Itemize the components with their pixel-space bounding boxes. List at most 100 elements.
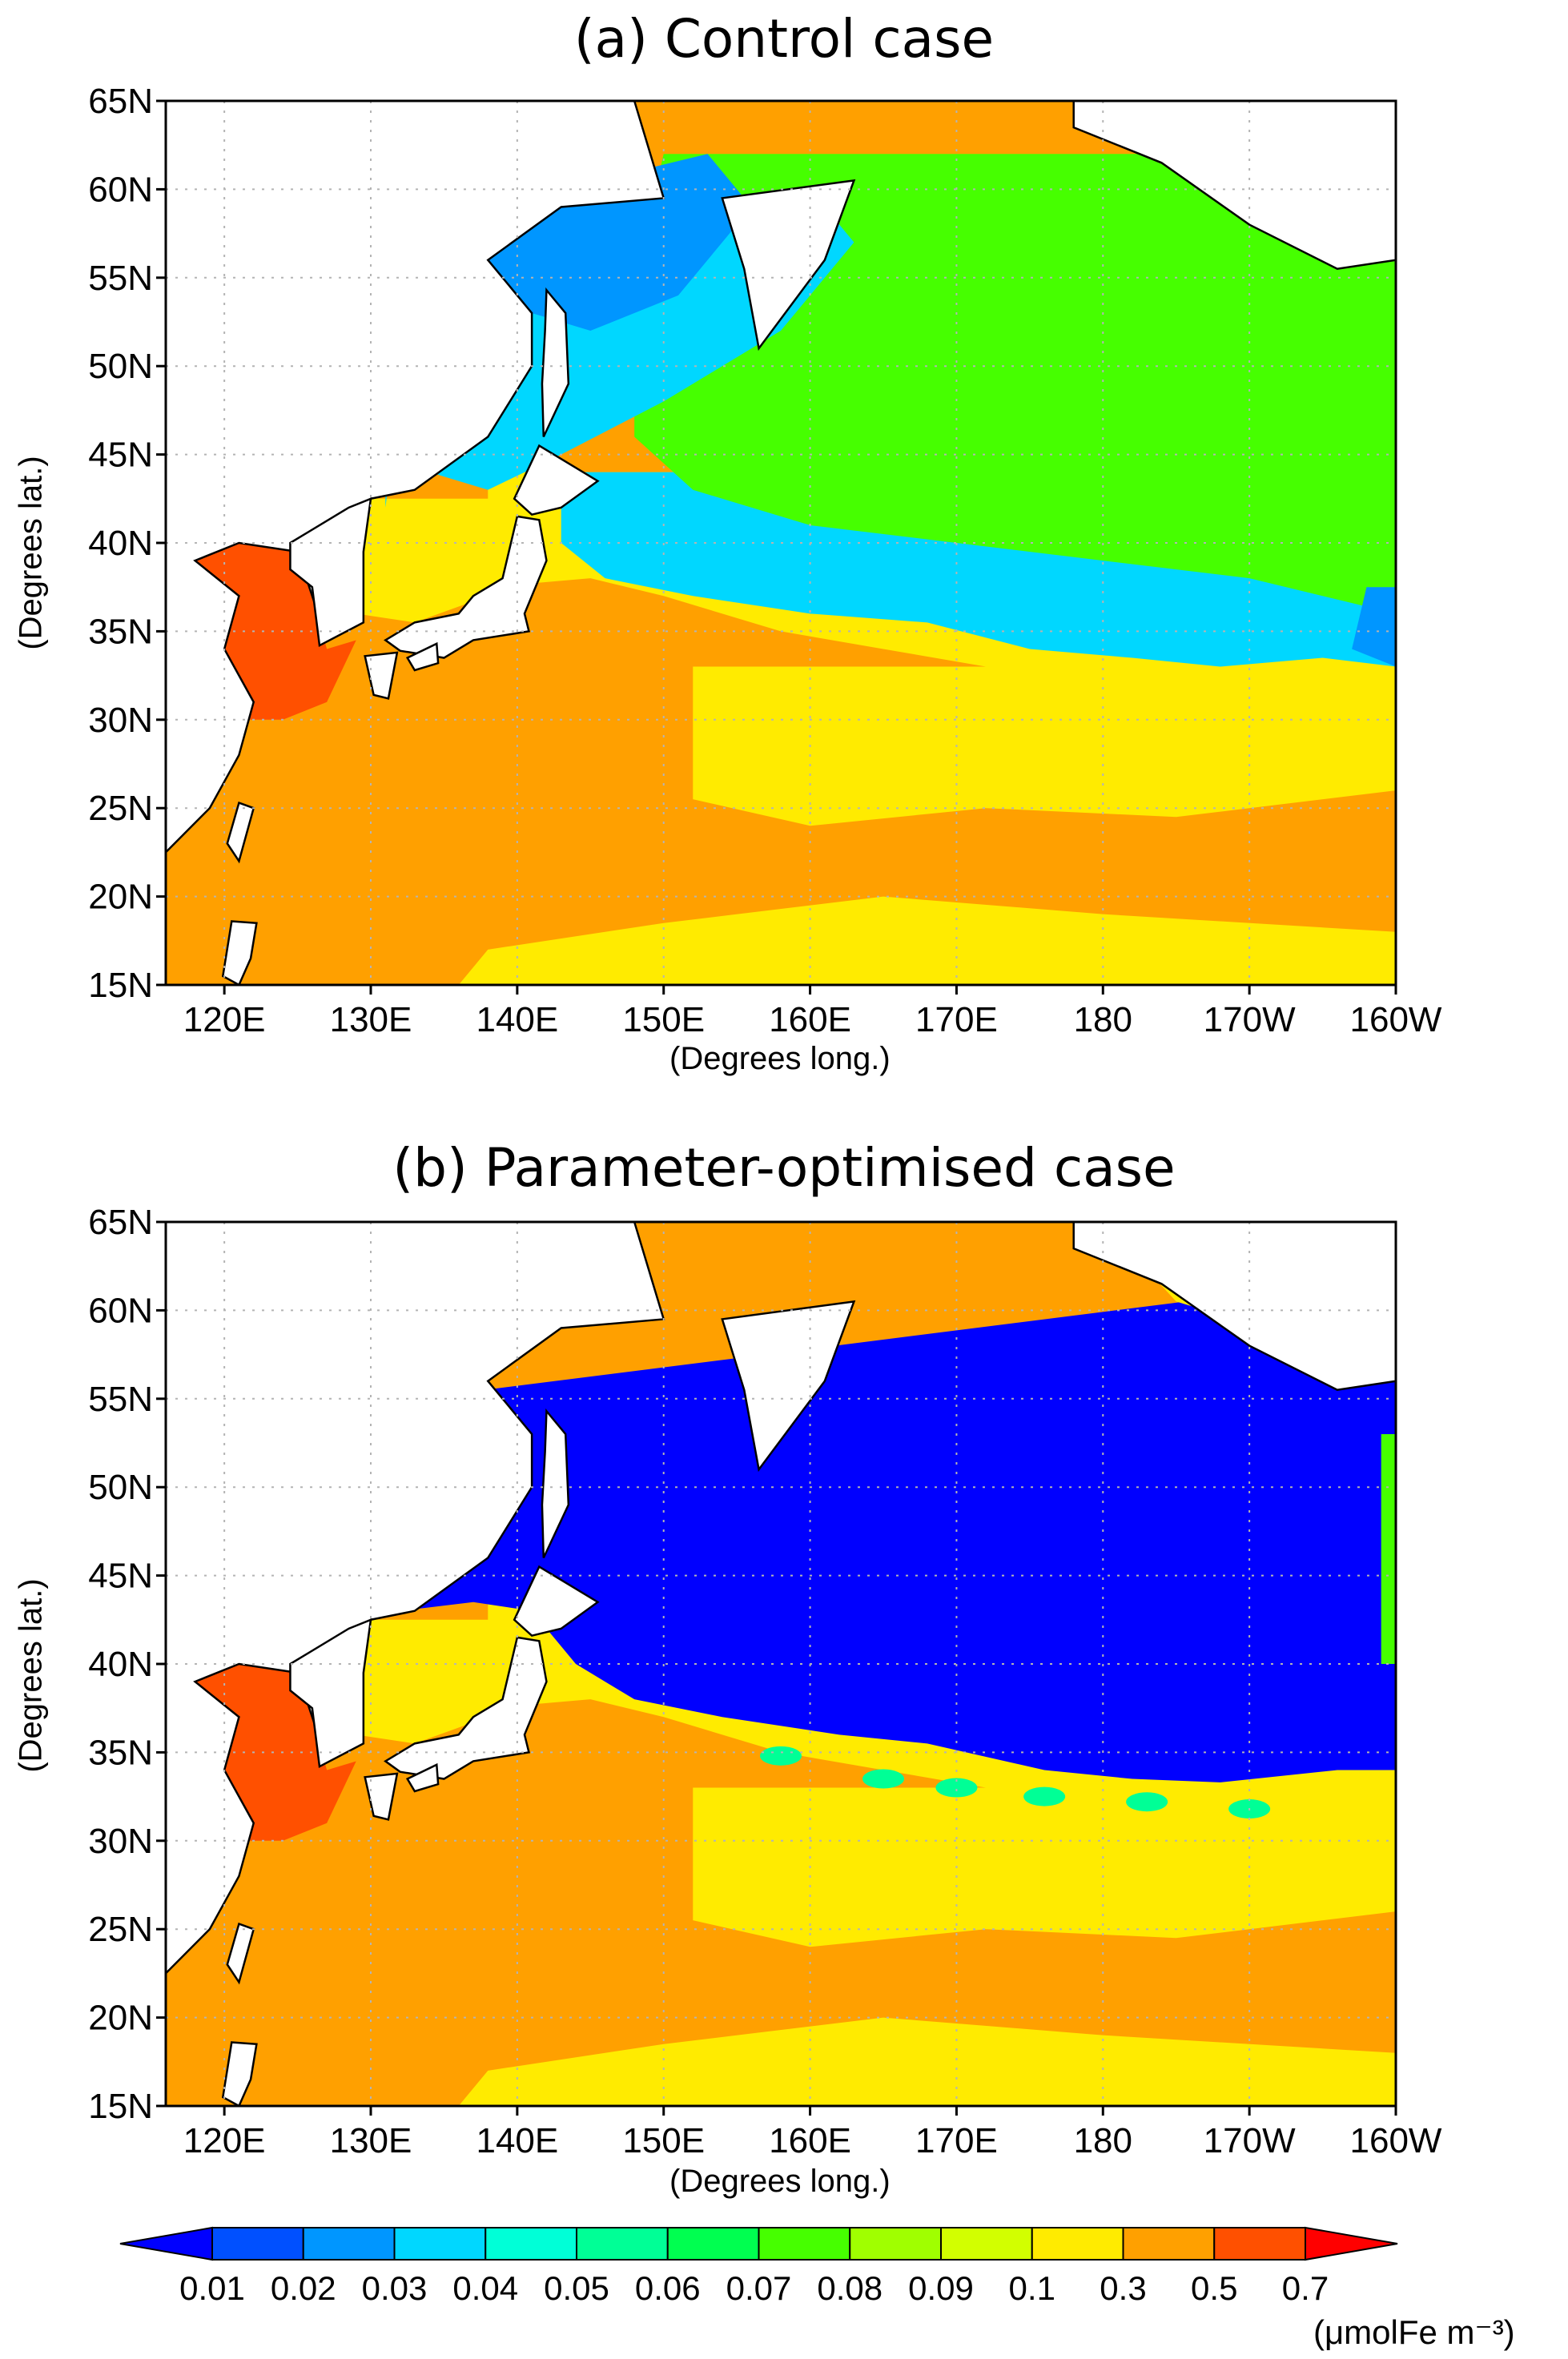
front-eddy-2 (935, 1778, 978, 1798)
lat-tick-label: 35N (88, 1733, 153, 1772)
east-green-edge (1381, 1433, 1396, 1664)
colorbar-swatch (1122, 2227, 1216, 2261)
panel-a-map: 65N 60N 55N 50N 45N 40N 35N 30N 25N 20N 15N 120E 130… (88, 82, 1442, 1039)
lon-tick-label: 120E (183, 1000, 266, 1039)
transition-band-upper (693, 666, 1396, 826)
lat-tick-label: 60N (88, 1291, 153, 1330)
land-taiwan (226, 801, 255, 864)
panel-b-map: 65N 60N 55N 50N 45N 40N 35N 30N 25N 20N 15N 120E 130… (88, 1203, 1442, 2160)
colorbar-swatch (1031, 2227, 1124, 2261)
colorbar-tick-label: 0.07 (726, 2269, 792, 2307)
lat-tick-label: 55N (88, 1380, 153, 1419)
colorbar-tick-label: 0.08 (817, 2269, 883, 2307)
colorbar-tick-label: 0.5 (1191, 2269, 1237, 2307)
land-sakhalin (541, 287, 570, 438)
lat-tick-label: 55N (88, 259, 153, 298)
lon-tick-label: 170E (915, 2121, 998, 2160)
japan-sea-south-region (327, 498, 517, 623)
colorbar-tick-label: 0.1 (1009, 2269, 1055, 2307)
lon-tick-label: 120E (183, 2121, 266, 2160)
land-kyushu (364, 651, 399, 700)
colorbar-swatch (211, 2227, 304, 2261)
colorbar-tick-label: 0.04 (452, 2269, 518, 2307)
colorbar-unit-label: (μmolFe m⁻³) (1313, 2313, 1515, 2351)
lon-tick-label: 130E (330, 2121, 412, 2160)
colorbar-tick-label: 0.06 (635, 2269, 701, 2307)
lon-tick-label: 160W (1350, 2121, 1442, 2160)
land-hokkaido (513, 444, 600, 516)
land-taiwan (226, 1922, 255, 1985)
okhotsk-blue-region (414, 154, 752, 332)
lat-tick-label: 30N (88, 701, 153, 740)
lon-tick-label: 170E (915, 1000, 998, 1039)
lat-tick-label: 50N (88, 347, 153, 386)
colorbar-tick-label: 0.01 (179, 2269, 245, 2307)
lon-tick-label: 130E (330, 1000, 412, 1039)
colorbar-tick-label: 0.03 (362, 2269, 428, 2307)
panel-b-title: (b) Parameter-optimised case (392, 1137, 1176, 1199)
front-eddy-6 (760, 1746, 802, 1766)
land-korea (289, 1618, 372, 1769)
colorbar-swatch (393, 2227, 487, 2261)
transition-band-lower (458, 896, 1396, 985)
land-shikoku (405, 1762, 440, 1793)
lat-tick-label: 35N (88, 612, 153, 651)
lat-tick-label: 30N (88, 1822, 153, 1861)
front-eddy-1 (862, 1769, 904, 1789)
lon-tick-label: 140E (476, 2121, 558, 2160)
lat-tick-label: 25N (88, 789, 153, 828)
lat-tick-label: 15N (88, 966, 153, 1005)
lat-tick-label: 60N (88, 170, 153, 209)
lat-tick-label: 40N (88, 524, 153, 563)
land-shikoku (405, 641, 440, 672)
colorbar-tick-label: 0.02 (271, 2269, 336, 2307)
east-blue-patch (1352, 587, 1396, 667)
subarctic-blue-region (400, 1275, 1396, 1782)
lat-tick-label: 45N (88, 1557, 153, 1596)
colorbar-swatch (849, 2227, 942, 2261)
land-kamchatka (721, 179, 856, 352)
colorbar-tick-label: 0.3 (1100, 2269, 1146, 2307)
colorbar-swatch (576, 2227, 669, 2261)
lon-tick-label: 150E (622, 1000, 705, 1039)
lat-tick-label: 50N (88, 1468, 153, 1507)
lon-tick-label: 140E (476, 1000, 558, 1039)
panel-a-title: (a) Control case (573, 8, 995, 70)
colorbar-swatch (666, 2227, 760, 2261)
lon-tick-label: 180 (1074, 1000, 1132, 1039)
lon-tick-label: 160E (769, 1000, 851, 1039)
colorbar-tick-label: 0.09 (908, 2269, 974, 2307)
gridlines (166, 101, 1397, 985)
lat-tick-label: 25N (88, 1910, 153, 1949)
land-alaska (1072, 1222, 1396, 1392)
colorbar: 0.01 0.02 0.03 0.04 0.05 0.06 0.07 0.08 0.09 0.1 0… (119, 2226, 1398, 2307)
lat-tick-label: 15N (88, 2087, 153, 2126)
panel-b-x-axis-label: (Degrees long.) (669, 2164, 891, 2199)
lat-tick-label: 65N (88, 1203, 153, 1242)
land-korea (289, 496, 372, 648)
land-alaska (1072, 101, 1396, 271)
colorbar-tick-label: 0.05 (544, 2269, 609, 2307)
front-eddy-3 (1023, 1786, 1066, 1806)
lat-tick-label: 45N (88, 436, 153, 475)
land-kamchatka (721, 1300, 856, 1473)
japan-sea-south-region (327, 1619, 517, 1744)
colorbar-swatch (940, 2227, 1033, 2261)
front-eddy-4 (1126, 1792, 1168, 1812)
land-hokkaido (513, 1565, 600, 1638)
lon-tick-label: 170W (1204, 2121, 1296, 2160)
lat-tick-label: 40N (88, 1645, 153, 1684)
lat-tick-label: 20N (88, 1999, 153, 2038)
land-sakhalin (541, 1408, 570, 1559)
colorbar-swatch (484, 2227, 577, 2261)
colorbar-swatch (1213, 2227, 1306, 2261)
lon-tick-label: 150E (622, 2121, 705, 2160)
lat-tick-label: 20N (88, 878, 153, 917)
colorbar-min-arrow (119, 2226, 213, 2261)
colorbar-swatch (302, 2227, 396, 2261)
transition-band-lower (458, 2017, 1396, 2106)
panel-a-x-axis-label: (Degrees long.) (669, 1041, 891, 1076)
lon-tick-label: 180 (1074, 2121, 1132, 2160)
lon-tick-label: 160E (769, 2121, 851, 2160)
colorbar-max-arrow (1305, 2226, 1398, 2261)
